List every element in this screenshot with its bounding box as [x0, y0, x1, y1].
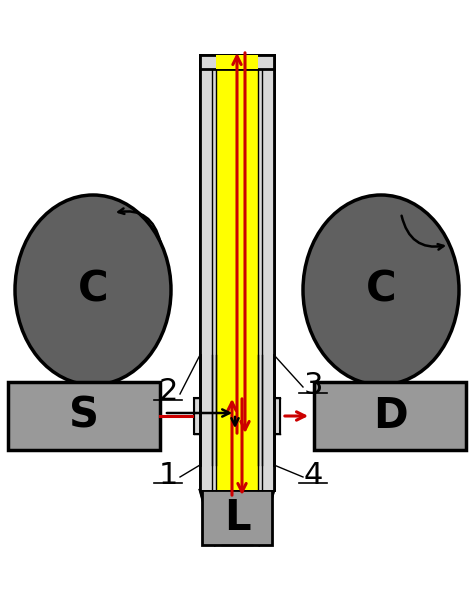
Bar — [8, 382, 160, 450]
Polygon shape — [253, 490, 262, 545]
Bar — [200, 355, 274, 490]
Text: L: L — [224, 497, 250, 538]
Ellipse shape — [15, 195, 171, 385]
Bar — [200, 55, 274, 69]
Polygon shape — [216, 490, 258, 545]
Bar — [200, 55, 274, 490]
Text: 3: 3 — [303, 370, 323, 399]
Bar — [202, 490, 272, 545]
Bar — [216, 55, 258, 69]
Bar — [314, 382, 466, 450]
Text: 4: 4 — [303, 461, 323, 489]
Bar — [216, 55, 258, 465]
Text: D: D — [373, 395, 407, 437]
Bar — [216, 398, 258, 434]
Text: 2: 2 — [158, 378, 178, 407]
Polygon shape — [253, 490, 274, 545]
Text: C: C — [365, 269, 396, 311]
Text: S: S — [69, 395, 99, 437]
Bar — [216, 355, 258, 490]
Text: 1: 1 — [158, 461, 178, 489]
Bar — [216, 55, 258, 490]
Bar — [194, 398, 280, 434]
Bar — [200, 55, 274, 465]
Polygon shape — [212, 490, 221, 545]
Text: C: C — [78, 269, 109, 311]
Polygon shape — [200, 490, 221, 545]
Ellipse shape — [303, 195, 459, 385]
